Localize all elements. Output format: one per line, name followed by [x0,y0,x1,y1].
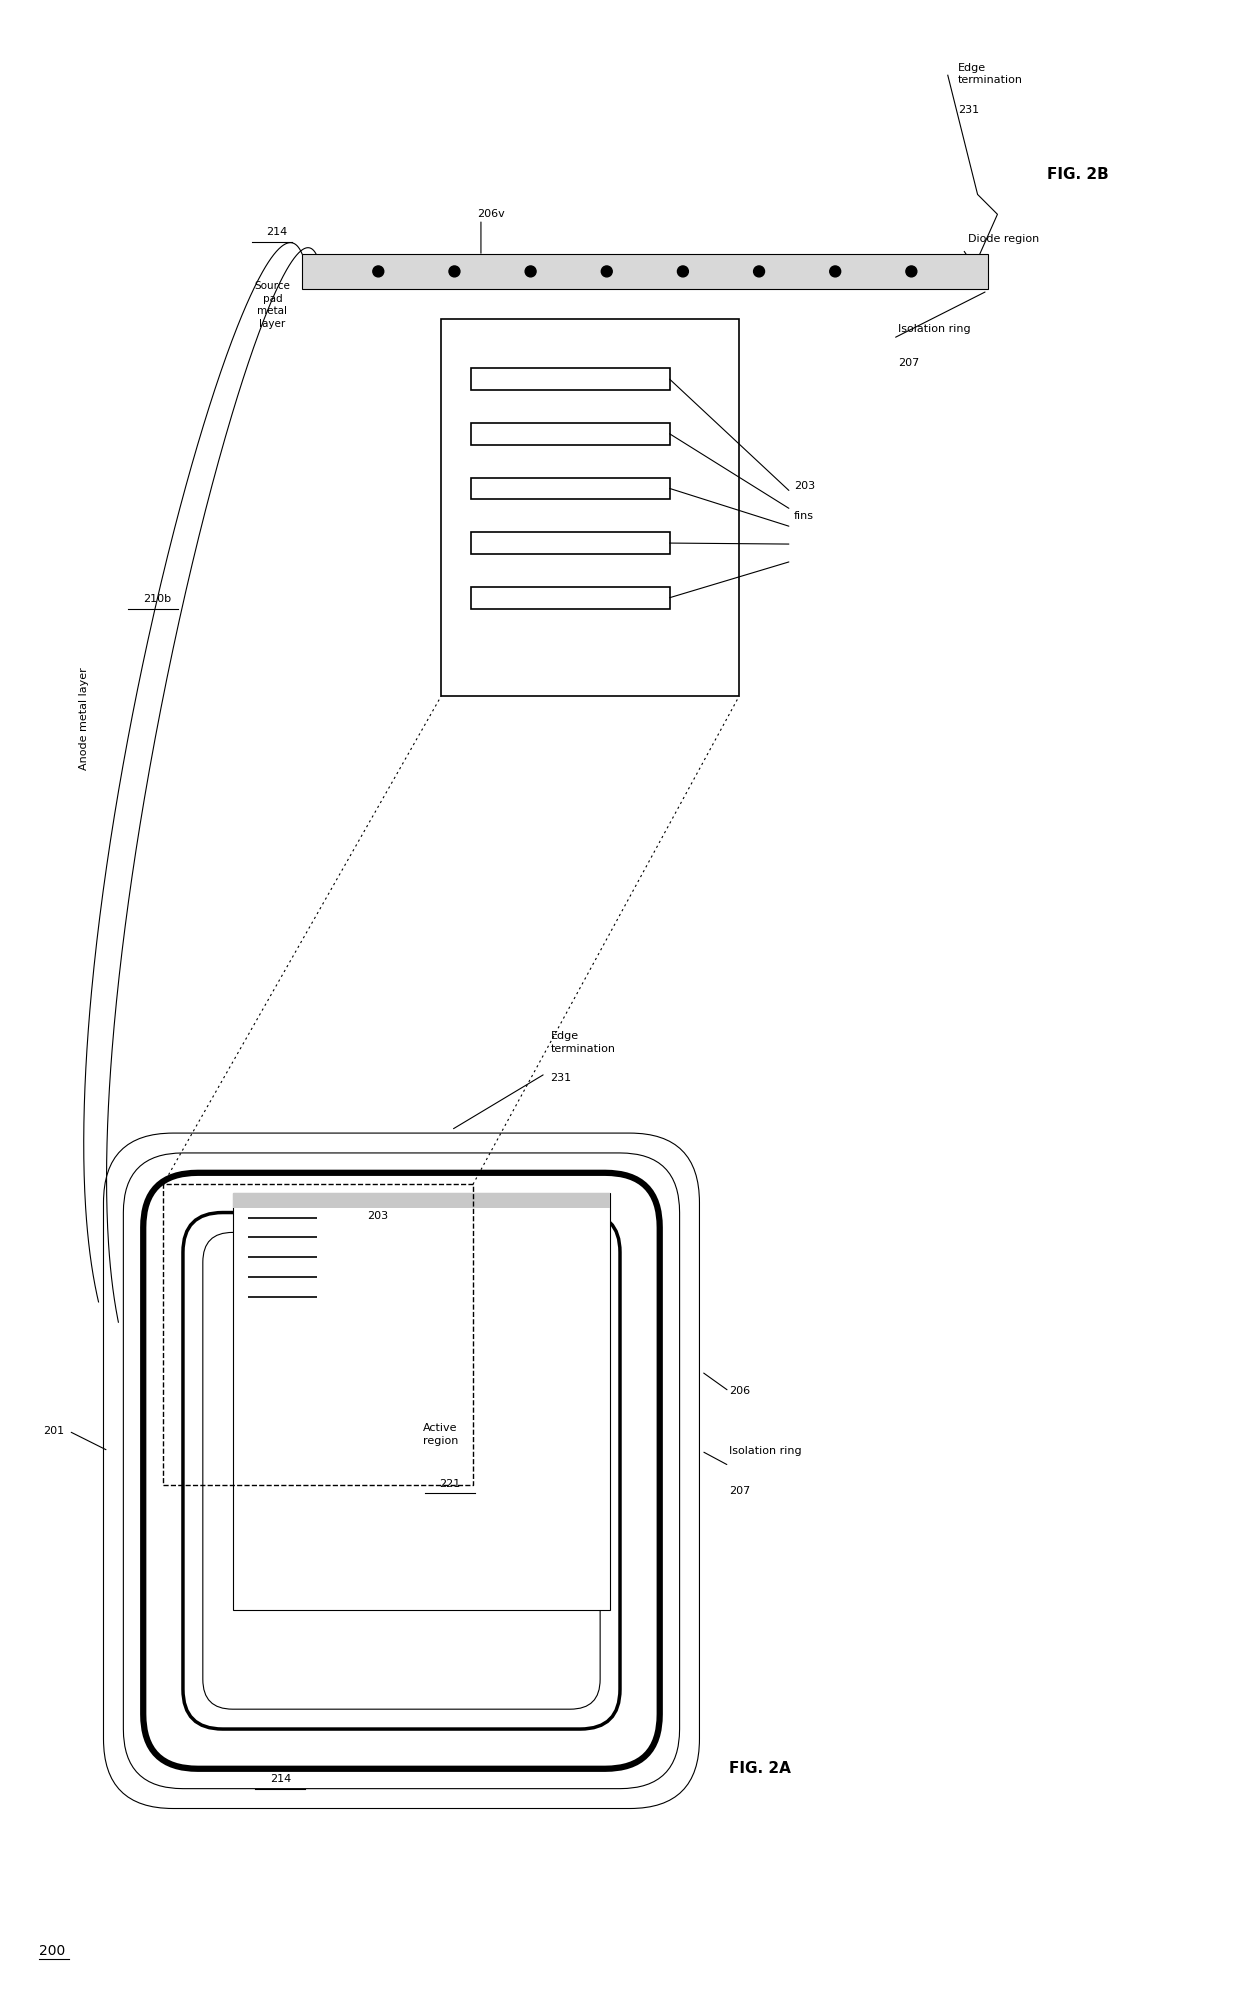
Text: fins: fins [794,510,813,520]
Text: 201: 201 [43,1426,64,1436]
Text: Edge
termination: Edge termination [957,62,1023,86]
Text: FIG. 2A: FIG. 2A [729,1761,791,1777]
Text: Anode metal layer: Anode metal layer [78,668,88,770]
Text: Isolation ring: Isolation ring [729,1446,802,1456]
Text: Source
pad
metal
layer: Source pad metal layer [254,281,290,329]
Circle shape [601,265,613,277]
Text: Edge
termination: Edge termination [551,1031,615,1053]
Circle shape [526,265,536,277]
Circle shape [754,265,765,277]
Text: 206: 206 [967,269,988,279]
Bar [471,586,670,608]
Bar [471,477,670,498]
Text: 214: 214 [269,1775,291,1785]
Text: 200: 200 [38,1944,66,1958]
Text: Active
region: Active region [423,1424,458,1446]
Circle shape [906,265,916,277]
Text: 221: 221 [439,1480,461,1490]
Circle shape [677,265,688,277]
Circle shape [373,265,383,277]
Bar [441,319,739,696]
Text: Isolation ring: Isolation ring [898,323,971,333]
Bar [303,253,987,289]
FancyBboxPatch shape [144,1172,660,1769]
Text: 231: 231 [957,106,978,116]
FancyBboxPatch shape [103,1133,699,1809]
Text: 203: 203 [367,1210,388,1220]
Text: 207: 207 [898,359,919,369]
Text: 206: 206 [729,1386,750,1396]
Text: 231: 231 [551,1073,572,1083]
Bar [164,1184,472,1486]
Bar [471,532,670,554]
Bar [233,1192,610,1208]
Text: 206v: 206v [477,209,505,219]
Text: 210b: 210b [144,594,171,604]
FancyBboxPatch shape [203,1232,600,1709]
Text: FIG. 2B: FIG. 2B [1047,167,1109,181]
Bar [471,369,670,391]
Circle shape [449,265,460,277]
Bar [233,1192,610,1609]
Text: 203: 203 [794,481,815,491]
FancyBboxPatch shape [123,1153,680,1789]
Text: 207: 207 [729,1486,750,1496]
Text: Diode region: Diode region [967,233,1039,243]
Circle shape [830,265,841,277]
Bar [471,423,670,445]
FancyBboxPatch shape [184,1212,620,1729]
Text: 214: 214 [267,227,288,237]
